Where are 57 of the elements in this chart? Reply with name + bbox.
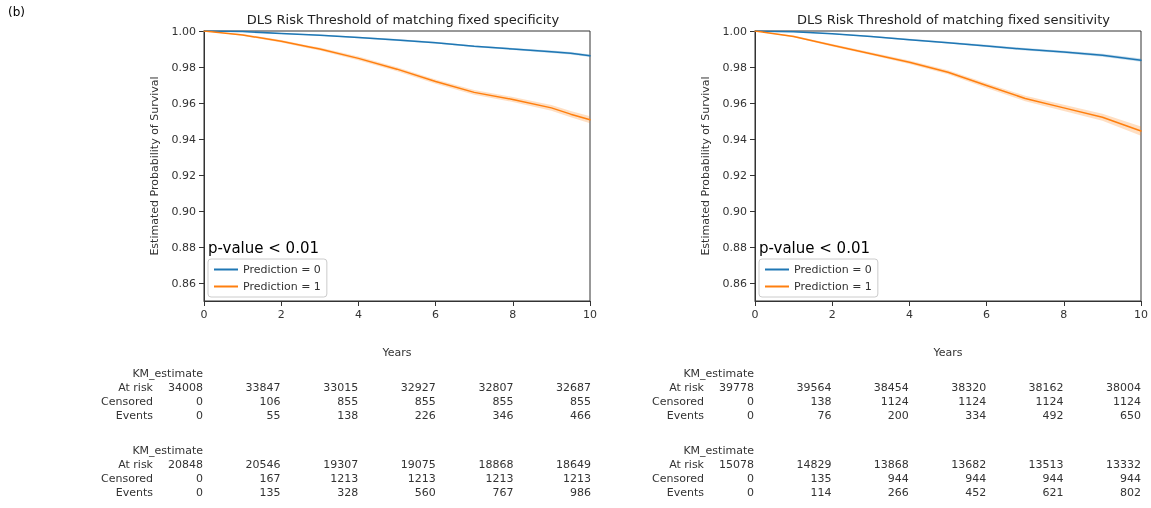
legend-label: Prediction = 0 bbox=[243, 263, 321, 276]
y-tick-label: 0.98 bbox=[171, 60, 196, 74]
y-tick-label: 0.88 bbox=[722, 240, 747, 254]
chart-title: DLS Risk Threshold of matching fixed specificity bbox=[246, 12, 560, 27]
x-tick-label: 4 bbox=[905, 308, 913, 321]
text: KM_estimate bbox=[683, 444, 755, 457]
text: Censored 0 135 944 944 944 944 bbox=[652, 472, 1141, 485]
text: Censored 0 138 1124 1124 1124 1124 bbox=[652, 395, 1141, 408]
x-tick-label: 6 bbox=[432, 308, 440, 321]
text: Events 0 76 200 334 492 650 bbox=[666, 409, 1141, 422]
annotation: p-value < 0.01 bbox=[208, 238, 320, 257]
y-tick-label: 0.92 bbox=[171, 168, 196, 182]
text: At risk 34008 33847 33015 32927 32807 32687 bbox=[118, 381, 591, 394]
text: (b) bbox=[8, 5, 25, 19]
y-tick-label: 0.94 bbox=[722, 132, 747, 146]
y-tick-label: 0.86 bbox=[722, 276, 747, 290]
y-tick-label: 1.00 bbox=[171, 24, 196, 38]
y-axis-title: Estimated Probability of Survival bbox=[699, 76, 712, 256]
x-tick-label: 2 bbox=[277, 308, 285, 321]
legend-label: Prediction = 0 bbox=[794, 263, 872, 276]
y-tick-label: 1.00 bbox=[722, 24, 747, 38]
text: Events 0 135 328 560 767 986 bbox=[115, 486, 591, 499]
text: At risk 39778 39564 38454 38320 38162 38004 bbox=[669, 381, 1141, 394]
x-axis-title: Years bbox=[932, 346, 963, 359]
x-tick-label: 4 bbox=[354, 308, 362, 321]
y-tick-label: 0.88 bbox=[171, 240, 196, 254]
y-tick-label: 0.96 bbox=[722, 96, 747, 110]
x-tick-label: 10 bbox=[583, 308, 597, 321]
x-tick-label: 0 bbox=[751, 308, 759, 321]
x-tick-label: 0 bbox=[200, 308, 208, 321]
y-tick-label: 0.92 bbox=[722, 168, 747, 182]
y-tick-label: 0.90 bbox=[171, 204, 196, 218]
text: Events 0 114 266 452 621 802 bbox=[666, 486, 1141, 499]
text: KM_estimate bbox=[132, 444, 204, 457]
x-tick-label: 8 bbox=[509, 308, 517, 321]
x-tick-label: 10 bbox=[1134, 308, 1148, 321]
x-tick-label: 6 bbox=[983, 308, 991, 321]
y-tick-label: 0.94 bbox=[171, 132, 196, 146]
chart-title: DLS Risk Threshold of matching fixed sensitivity bbox=[797, 12, 1111, 27]
text: Events 0 55 138 226 346 466 bbox=[115, 409, 591, 422]
y-tick-label: 0.96 bbox=[171, 96, 196, 110]
legend-label: Prediction = 1 bbox=[243, 280, 321, 293]
y-tick-label: 0.86 bbox=[171, 276, 196, 290]
text: At risk 20848 20546 19307 19075 18868 18649 bbox=[118, 458, 591, 471]
text: KM_estimate bbox=[132, 367, 204, 380]
x-tick-label: 8 bbox=[1060, 308, 1068, 321]
text: KM_estimate bbox=[683, 367, 755, 380]
text: At risk 15078 14829 13868 13682 13513 13332 bbox=[669, 458, 1141, 471]
x-axis-title: Years bbox=[381, 346, 412, 359]
annotation: p-value < 0.01 bbox=[759, 238, 871, 257]
legend-label: Prediction = 1 bbox=[794, 280, 872, 293]
y-axis-title: Estimated Probability of Survival bbox=[148, 76, 161, 256]
text: Censored 0 167 1213 1213 1213 1213 bbox=[101, 472, 591, 485]
y-tick-label: 0.90 bbox=[722, 204, 747, 218]
y-tick-label: 0.98 bbox=[722, 60, 747, 74]
text: Censored 0 106 855 855 855 855 bbox=[101, 395, 591, 408]
x-tick-label: 2 bbox=[828, 308, 836, 321]
